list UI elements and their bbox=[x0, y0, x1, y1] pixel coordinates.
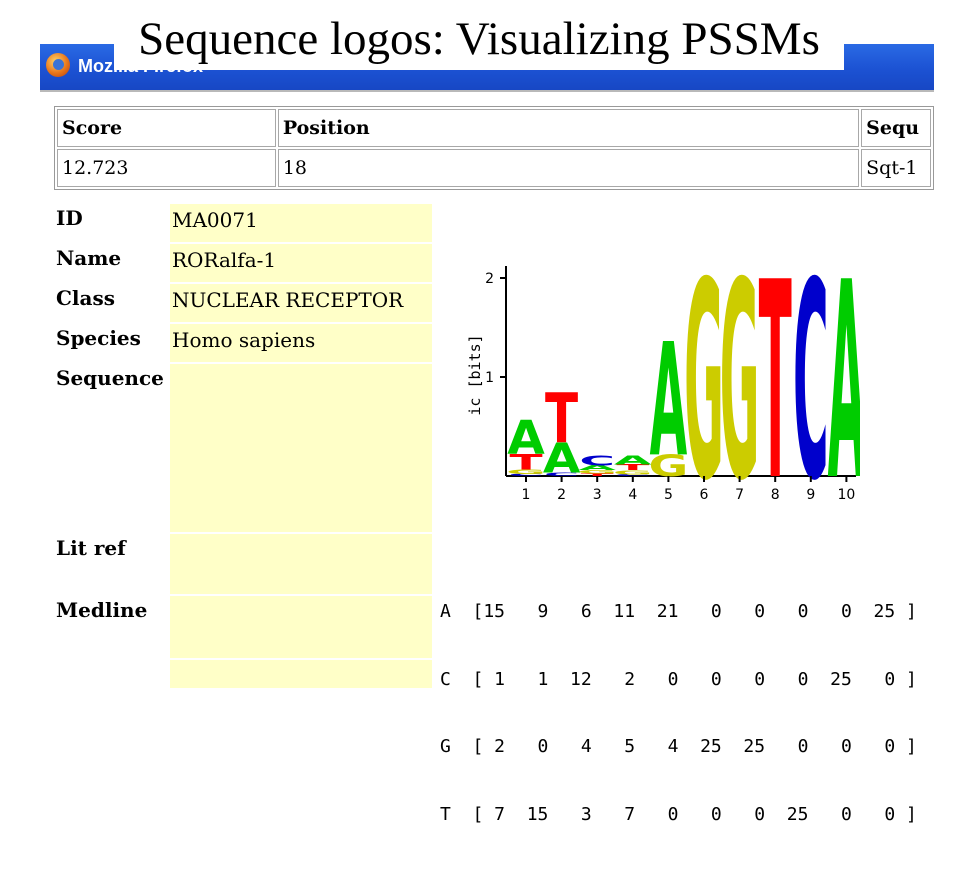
table-row[interactable]: 12.723 18 Sqt-1 bbox=[57, 149, 931, 187]
matrix-row-a: A [15 9 6 11 21 0 0 0 0 25 ] bbox=[440, 601, 917, 622]
logo-letter-g-pos-6: G bbox=[684, 240, 724, 520]
info-row-species: Species Homo sapiens bbox=[56, 322, 432, 362]
logo-x-label-9: 9 bbox=[806, 487, 815, 503]
id-label: ID bbox=[56, 206, 83, 230]
info-row-litref: Lit ref bbox=[56, 532, 432, 594]
litref-label: Lit ref bbox=[56, 536, 126, 560]
id-value: MA0071 bbox=[170, 202, 432, 242]
logo-letter-c-pos-3: C bbox=[579, 453, 615, 469]
info-row-sequence: Sequence bbox=[56, 362, 432, 532]
class-value: NUCLEAR RECEPTOR bbox=[170, 282, 432, 322]
logo-x-label-3: 3 bbox=[593, 487, 602, 503]
count-matrix: A [15 9 6 11 21 0 0 0 0 25 ] C [ 1 1 12 … bbox=[440, 556, 917, 871]
logo-letter-a-pos-3: A bbox=[578, 464, 616, 472]
logo-letter-t-pos-8: T bbox=[759, 240, 792, 520]
logo-letter-t-pos-2: T bbox=[545, 379, 579, 459]
header-position: Position bbox=[277, 109, 860, 147]
logo-letter-stacks: CGTACATTGACCGTAGAGGTCA bbox=[506, 240, 860, 520]
logo-letter-g-pos-7: G bbox=[720, 240, 760, 520]
logo-x-ticks: 1 2 3 4 5 6 7 8 9 10 bbox=[522, 476, 855, 503]
logo-x-label-6: 6 bbox=[700, 487, 709, 503]
logo-letter-t-pos-3: T bbox=[581, 473, 615, 477]
logo-ytick-2: 2 bbox=[485, 271, 494, 287]
logo-letter-a-pos-1: A bbox=[507, 412, 545, 466]
name-label: Name bbox=[56, 246, 122, 270]
table-header-row: Score Position Sequ bbox=[57, 109, 931, 147]
logo-letter-c-pos-2: C bbox=[544, 472, 580, 477]
blank-value bbox=[170, 658, 432, 688]
logo-letter-a-pos-5: A bbox=[650, 311, 688, 492]
litref-value bbox=[170, 532, 432, 594]
species-value: Homo sapiens bbox=[170, 322, 432, 362]
logo-letter-t-pos-1: T bbox=[509, 449, 543, 474]
info-row-id: ID MA0071 bbox=[56, 202, 432, 242]
logo-letter-a-pos-10: A bbox=[828, 240, 860, 520]
header-sequence: Sequ bbox=[861, 109, 931, 147]
matrix-row-t: T [ 7 15 3 7 0 0 0 25 0 0 ] bbox=[440, 803, 917, 825]
logo-letter-c-pos-4: C bbox=[615, 474, 651, 477]
result-table: Score Position Sequ 12.723 18 Sqt-1 bbox=[54, 106, 934, 190]
sequence-label: Sequence bbox=[56, 366, 164, 390]
logo-letter-c-pos-9: C bbox=[793, 240, 829, 520]
class-label: Class bbox=[56, 286, 115, 310]
firefox-icon bbox=[46, 53, 70, 77]
sequence-logo: ic [bits] 1 2 CGTACATTGACCGTAGAGGTCA 1 2 3… bbox=[466, 240, 860, 520]
info-row-class: Class NUCLEAR RECEPTOR bbox=[56, 282, 432, 322]
logo-x-label-10: 10 bbox=[837, 487, 855, 503]
medline-label: Medline bbox=[56, 598, 148, 622]
header-score: Score bbox=[57, 109, 276, 147]
medline-value[interactable] bbox=[170, 594, 432, 658]
blank-label bbox=[56, 658, 170, 688]
logo-x-label-2: 2 bbox=[557, 487, 566, 503]
logo-letter-g-pos-3: G bbox=[577, 469, 617, 474]
matrix-row-g: G [ 2 0 4 5 4 25 25 0 0 0 ] bbox=[440, 736, 917, 757]
logo-ylabel: ic [bits] bbox=[466, 334, 484, 415]
logo-letter-a-pos-4: A bbox=[614, 453, 652, 467]
logo-letter-a-pos-2: A bbox=[543, 434, 581, 482]
page-content: Score Position Sequ 12.723 18 Sqt-1 ID M… bbox=[40, 90, 934, 825]
cell-position: 18 bbox=[277, 149, 860, 187]
name-value: RORalfa-1 bbox=[170, 242, 432, 282]
logo-x-label-8: 8 bbox=[771, 487, 780, 503]
slide-title: Sequence logos: Visualizing PSSMs bbox=[114, 4, 844, 70]
logo-x-label-1: 1 bbox=[522, 487, 531, 503]
matrix-info-table: ID MA0071 Name RORalfa-1 Class NUCLEAR R… bbox=[56, 202, 432, 688]
cell-score: 12.723 bbox=[57, 149, 276, 187]
info-row-blank bbox=[56, 658, 432, 688]
logo-x-label-7: 7 bbox=[735, 487, 744, 503]
logo-x-label-5: 5 bbox=[664, 487, 673, 503]
logo-letter-g-pos-4: G bbox=[613, 469, 653, 476]
species-label: Species bbox=[56, 326, 141, 350]
logo-letter-t-pos-4: T bbox=[616, 463, 649, 472]
logo-x-label-4: 4 bbox=[628, 487, 637, 503]
info-row-medline: Medline bbox=[56, 594, 432, 658]
logo-ytick-1: 1 bbox=[485, 370, 494, 386]
logo-letter-c-pos-1: C bbox=[508, 473, 544, 477]
info-row-name: Name RORalfa-1 bbox=[56, 242, 432, 282]
sequence-value bbox=[170, 362, 432, 532]
cell-sequence[interactable]: Sqt-1 bbox=[861, 149, 931, 187]
matrix-row-c: C [ 1 1 12 2 0 0 0 0 25 0 ] bbox=[440, 668, 917, 690]
logo-letter-g-pos-1: G bbox=[506, 468, 546, 475]
